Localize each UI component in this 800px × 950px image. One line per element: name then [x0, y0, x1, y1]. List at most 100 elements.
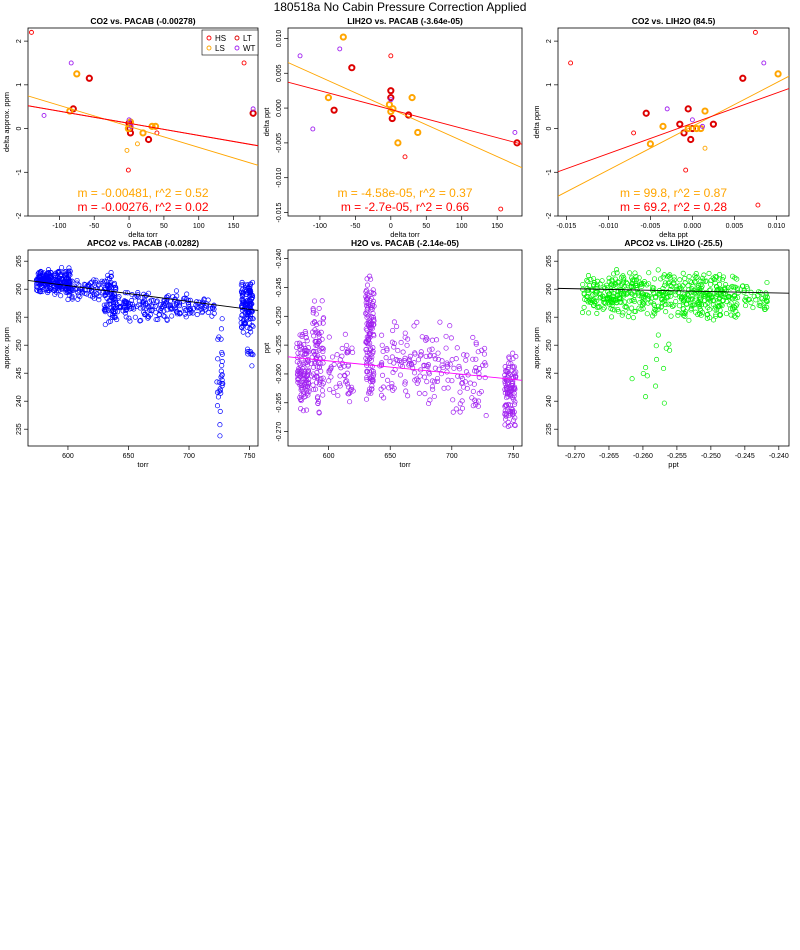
point-hs [631, 130, 637, 136]
point-ls [394, 139, 402, 147]
data-point [698, 312, 704, 318]
data-point [405, 393, 411, 399]
data-point [473, 341, 479, 347]
data-point [472, 368, 478, 374]
data-point [591, 280, 597, 286]
x-tick-label: -0.005 [640, 223, 660, 230]
data-point [714, 290, 720, 296]
data-point [215, 336, 221, 342]
data-point [713, 311, 719, 318]
legend-label: HS [215, 34, 226, 43]
data-point [211, 310, 217, 316]
data-point [310, 310, 316, 316]
plot-area [28, 264, 258, 439]
data-point [471, 381, 477, 387]
data-point [730, 305, 736, 311]
data-point [138, 317, 144, 323]
data-point [502, 403, 508, 409]
fit-annotation: m = -0.00481, r^2 = 0.52 [77, 186, 208, 200]
x-tick-label: -0.250 [701, 453, 721, 460]
data-point [350, 388, 356, 394]
data-point [758, 295, 764, 301]
point-ls [385, 100, 393, 109]
data-point [629, 305, 635, 311]
data-point [740, 283, 746, 289]
data-point [451, 365, 457, 371]
data-point [434, 375, 441, 382]
data-point [750, 305, 756, 311]
x-tick-label: 600 [323, 453, 335, 460]
data-point [463, 357, 469, 363]
chart-co2-vs-pacab: CO2 vs. PACAB (-0.00278) -100 -50 0 50 100 150… [2, 16, 259, 239]
data-point [114, 316, 120, 323]
data-point [399, 359, 405, 365]
y-axis-label: delta ppt [262, 107, 271, 137]
data-point [91, 277, 97, 283]
data-point [439, 358, 445, 364]
x-tick-label: 700 [446, 453, 458, 460]
data-point [302, 381, 308, 387]
data-point [681, 310, 687, 316]
data-point [601, 305, 607, 311]
data-point [370, 345, 376, 351]
data-point [345, 384, 351, 390]
x-axis-label: ppt [668, 460, 679, 469]
data-point [168, 304, 174, 310]
data-point [470, 334, 476, 340]
data-point [438, 371, 444, 377]
data-point [219, 349, 225, 356]
data-point [244, 314, 250, 320]
data-point [310, 329, 316, 335]
y-tick-label: -0.005 [276, 133, 283, 153]
data-point [432, 356, 438, 362]
data-point [379, 392, 385, 398]
data-point [668, 293, 674, 299]
data-point [368, 363, 374, 369]
data-point [721, 274, 727, 280]
data-point [697, 294, 703, 300]
data-point [636, 290, 642, 296]
plot-frame [557, 249, 790, 447]
data-point [508, 361, 514, 367]
data-point [663, 309, 669, 315]
data-point [655, 332, 661, 338]
y-axis-label: approx. ppm [2, 327, 11, 369]
data-point [400, 349, 406, 355]
data-point [720, 297, 726, 304]
x-tick-label: 0 [389, 223, 393, 230]
data-point [59, 264, 65, 271]
y-tick-label: 1 [16, 83, 23, 87]
data-point [626, 298, 632, 304]
data-point [636, 305, 642, 311]
data-point [367, 331, 373, 337]
data-point [210, 306, 216, 312]
data-point [510, 380, 516, 386]
x-tick-label: -0.245 [735, 453, 755, 460]
data-point [154, 299, 160, 305]
data-point [240, 291, 246, 297]
data-point [502, 410, 508, 417]
x-axis-label: delta torr [390, 230, 420, 239]
data-point [121, 299, 127, 305]
data-point [311, 333, 317, 339]
data-point [302, 368, 308, 375]
data-point [585, 279, 591, 285]
data-point [366, 386, 373, 392]
data-point [217, 422, 223, 428]
data-point [473, 399, 479, 405]
data-point [397, 372, 404, 378]
data-point [426, 347, 433, 353]
data-point [476, 390, 482, 397]
data-point [79, 290, 85, 296]
data-point [198, 306, 204, 312]
data-point [217, 408, 223, 414]
data-point [734, 301, 740, 307]
data-point [443, 345, 449, 351]
data-point [753, 297, 759, 303]
data-point [313, 386, 319, 392]
plot-area [558, 267, 789, 406]
data-point [668, 286, 674, 293]
y-tick-label: -2 [16, 213, 23, 219]
legend-marker [234, 35, 240, 41]
data-point [630, 315, 636, 321]
